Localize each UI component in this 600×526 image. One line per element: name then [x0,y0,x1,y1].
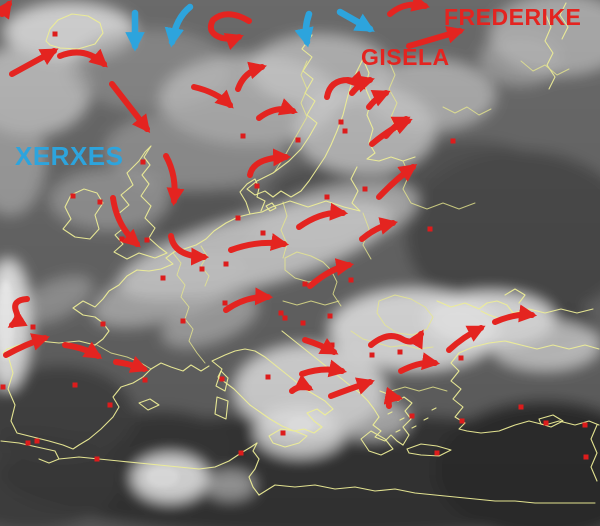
flow-arrow-red [387,0,430,17]
flow-arrow-red [235,61,267,92]
flow-arrow-red [398,352,441,374]
flow-arrow-red [223,287,274,313]
flow-arrow-red [302,337,339,355]
city-dot [280,430,286,436]
city-dot [0,384,6,390]
city-dot [362,186,368,192]
flow-arrow-red [163,153,185,207]
flow-arrow-red [62,341,103,359]
city-dot [254,183,260,189]
city-dot [543,420,549,426]
storm-label-gisela: GISELA [361,44,450,70]
flow-arrow-blue [294,10,314,48]
flow-arrow-red [113,355,149,373]
city-dot [144,237,150,243]
city-dot [278,310,284,316]
city-dot [94,456,100,462]
flow-arrow-red [383,386,404,409]
city-dot [34,438,40,444]
city-dot [142,377,148,383]
city-dot [450,138,456,144]
flow-arrow-red [247,148,292,178]
city-dot [107,402,113,408]
city-dot [222,300,228,306]
city-dot [52,31,58,37]
flow-arrow-red [359,217,399,242]
city-dot [342,128,348,134]
city-dot [235,215,241,221]
flow-arrow-red [369,117,413,147]
city-dot [327,313,333,319]
city-dot [240,133,246,139]
flow-arrow-red [376,164,418,200]
city-dot [265,374,271,380]
city-dot [434,450,440,456]
city-dot [338,119,344,125]
city-dot [295,137,301,143]
city-dot [30,324,36,330]
city-dots-layer [0,31,589,462]
flow-arrow-red [366,90,391,110]
city-dot [397,349,403,355]
city-dot [458,355,464,361]
city-dot [518,404,524,410]
city-dot [324,194,330,200]
city-dot [300,320,306,326]
flow-arrow-red [3,333,50,358]
city-dot [238,450,244,456]
city-dot [409,413,415,419]
city-dot [223,261,229,267]
city-dot [119,236,125,242]
city-dot [282,315,288,321]
city-dot [199,266,205,272]
flow-arrow-red [191,84,234,109]
flow-arrow-red [256,98,298,121]
flow-arrow-red [109,81,151,134]
city-dot [219,376,225,382]
city-dot [302,281,308,287]
city-dot [140,159,146,165]
city-dot [260,230,266,236]
flow-arrow-red [324,70,366,100]
flow-arrow-red [307,258,355,289]
flow-arrow-red [9,48,59,77]
flow-arrow-red [296,202,349,230]
storm-label-xerxes: XERXES [15,141,124,171]
flow-arrow-red [207,11,252,50]
city-dot [583,454,589,460]
storm-label-frederike: FREDERIKE [444,4,582,30]
flow-arrow-red [299,359,348,378]
flow-arrow-red [406,25,465,49]
city-dot [459,418,465,424]
flow-arrow-red [492,304,538,325]
flow-arrow-red [57,48,108,68]
city-dot [348,277,354,283]
city-dot [369,352,375,358]
flow-arrow-red [110,195,141,248]
flow-arrow-red [368,329,424,350]
flow-arrow-red [0,0,12,20]
city-dot [72,382,78,388]
city-dot [427,226,433,232]
city-dot [97,199,103,205]
city-dot [160,275,166,281]
city-dot [582,422,588,428]
flow-arrow-blue [336,8,375,33]
flow-arrow-red [446,325,486,353]
flow-arrows-layer [0,0,538,409]
city-dot [180,318,186,324]
city-dot [25,440,31,446]
city-dot [100,321,106,327]
flow-arrow-red [328,377,375,399]
flow-arrow-red [168,233,210,266]
flow-arrow-red [228,233,290,253]
flow-arrow-red [289,374,314,394]
flow-arrow-red [7,296,30,328]
flow-arrow-blue [164,3,194,48]
city-dot [70,193,76,199]
